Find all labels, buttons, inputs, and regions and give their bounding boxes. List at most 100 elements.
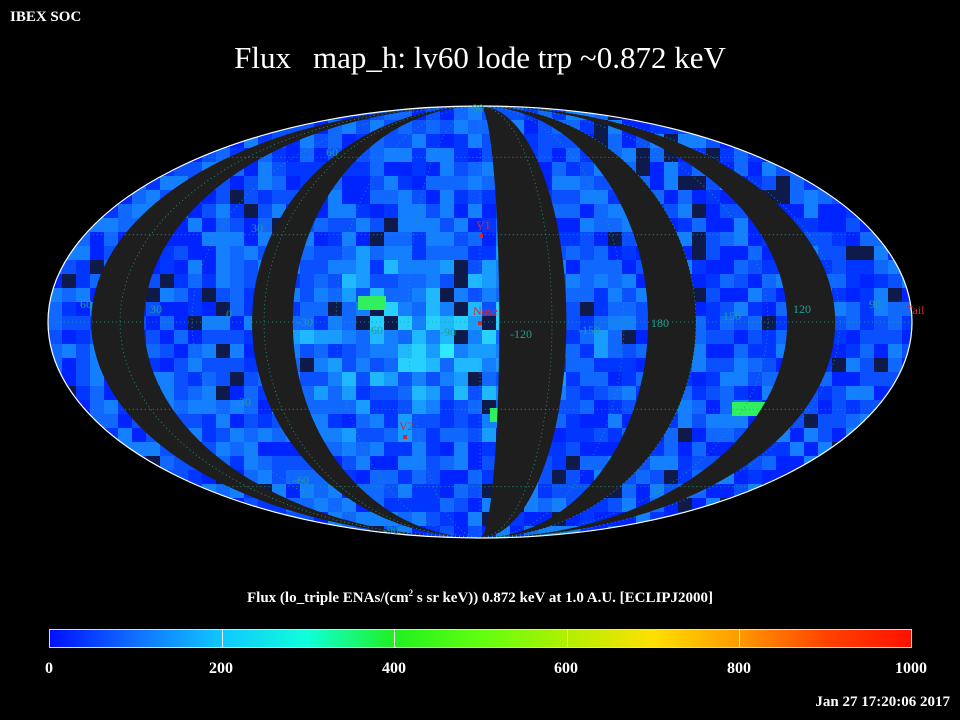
nose-marker — [478, 321, 482, 325]
flux-pixel — [356, 204, 370, 218]
flux-pixel — [860, 386, 874, 400]
flux-pixel — [62, 372, 76, 386]
flux-pixel — [846, 204, 860, 218]
flux-pixel — [594, 190, 608, 204]
flux-pixel — [706, 330, 720, 344]
flux-pixel — [804, 148, 818, 162]
flux-pixel — [832, 176, 846, 190]
flux-pixel — [818, 470, 832, 484]
lat-label-30s: -30 — [235, 395, 251, 409]
flux-pixel — [538, 134, 552, 148]
flux-pixel — [426, 386, 440, 400]
flux-pixel — [300, 162, 314, 176]
flux-pixel — [594, 358, 608, 372]
flux-pixel — [860, 498, 874, 512]
flux-pixel — [314, 134, 328, 148]
flux-pixel — [622, 484, 636, 498]
flux-pixel — [356, 344, 370, 358]
flux-pixel — [860, 190, 874, 204]
flux-pixel — [174, 288, 188, 302]
flux-pixel — [76, 176, 90, 190]
flux-pixel — [678, 414, 692, 428]
flux-pixel — [118, 428, 132, 442]
flux-pixel — [76, 330, 90, 344]
flux-pixel — [454, 526, 468, 538]
flux-pixel — [160, 344, 174, 358]
flux-pixel — [356, 470, 370, 484]
no-data-band — [480, 106, 696, 538]
flux-pixel — [62, 302, 76, 316]
flux-pixel — [692, 526, 706, 538]
flux-pixel — [300, 106, 314, 120]
flux-pixel — [188, 260, 202, 274]
flux-pixel — [566, 330, 580, 344]
flux-pixel — [160, 456, 174, 470]
flux-pixel — [426, 274, 440, 288]
flux-pixel — [440, 246, 454, 260]
flux-pixel — [762, 456, 776, 470]
flux-pixel — [342, 204, 356, 218]
colorbar — [49, 629, 912, 648]
flux-pixel — [482, 190, 496, 204]
flux-pixel — [860, 148, 874, 162]
flux-pixel — [482, 344, 496, 358]
flux-pixel — [174, 498, 188, 512]
app-label: IBEX SOC — [10, 9, 82, 25]
flux-pixel — [902, 526, 912, 538]
lon-label-30: 30 — [150, 302, 162, 316]
flux-pixel — [370, 470, 384, 484]
flux-pixel — [902, 470, 912, 484]
flux-pixel — [874, 176, 888, 190]
flux-pixel — [580, 512, 594, 526]
flux-pixel — [62, 498, 76, 512]
flux-pixel — [846, 274, 860, 288]
flux-pixel — [356, 372, 370, 386]
flux-pixel — [748, 288, 762, 302]
flux-pixel — [454, 316, 468, 330]
flux-pixel — [692, 358, 706, 372]
flux-pixel — [678, 526, 692, 538]
flux-pixel — [356, 274, 370, 288]
flux-pixel — [328, 134, 342, 148]
flux-pixel — [860, 330, 874, 344]
flux-pixel — [874, 372, 888, 386]
markers: V1 Nose V2 Tail — [399, 218, 925, 439]
flux-pixel — [804, 442, 818, 456]
flux-pixel — [552, 456, 566, 470]
flux-pixel — [692, 428, 706, 442]
flux-pixel — [216, 302, 230, 316]
flux-pixel — [216, 316, 230, 330]
flux-pixel — [76, 456, 90, 470]
flux-pixel — [174, 274, 188, 288]
flux-pixel — [90, 386, 104, 400]
flux-pixel — [440, 274, 454, 288]
flux-pixel — [678, 232, 692, 246]
flux-pixel — [874, 288, 888, 302]
flux-pixel — [230, 428, 244, 442]
flux-pixel — [776, 106, 790, 120]
flux-pixel — [356, 232, 370, 246]
flux-pixel — [692, 456, 706, 470]
flux-pixel — [706, 372, 720, 386]
flux-pixel — [552, 498, 566, 512]
flux-pixel — [76, 512, 90, 526]
flux-pixel — [454, 204, 468, 218]
flux-pixel — [62, 204, 76, 218]
flux-pixel — [342, 400, 356, 414]
flux-pixel — [538, 148, 552, 162]
flux-pixel — [244, 372, 258, 386]
flux-pixel — [762, 498, 776, 512]
flux-pixel — [230, 358, 244, 372]
flux-pixel — [804, 414, 818, 428]
flux-pixel — [104, 190, 118, 204]
flux-pixel — [258, 190, 272, 204]
flux-pixel — [832, 148, 846, 162]
flux-pixel — [328, 526, 342, 538]
flux-pixel — [776, 162, 790, 176]
colorbar-tick-200: 200 — [209, 660, 233, 677]
flux-pixel — [440, 148, 454, 162]
flux-pixel — [874, 302, 888, 316]
flux-pixel — [790, 176, 804, 190]
flux-pixel — [244, 274, 258, 288]
flux-pixel — [594, 456, 608, 470]
